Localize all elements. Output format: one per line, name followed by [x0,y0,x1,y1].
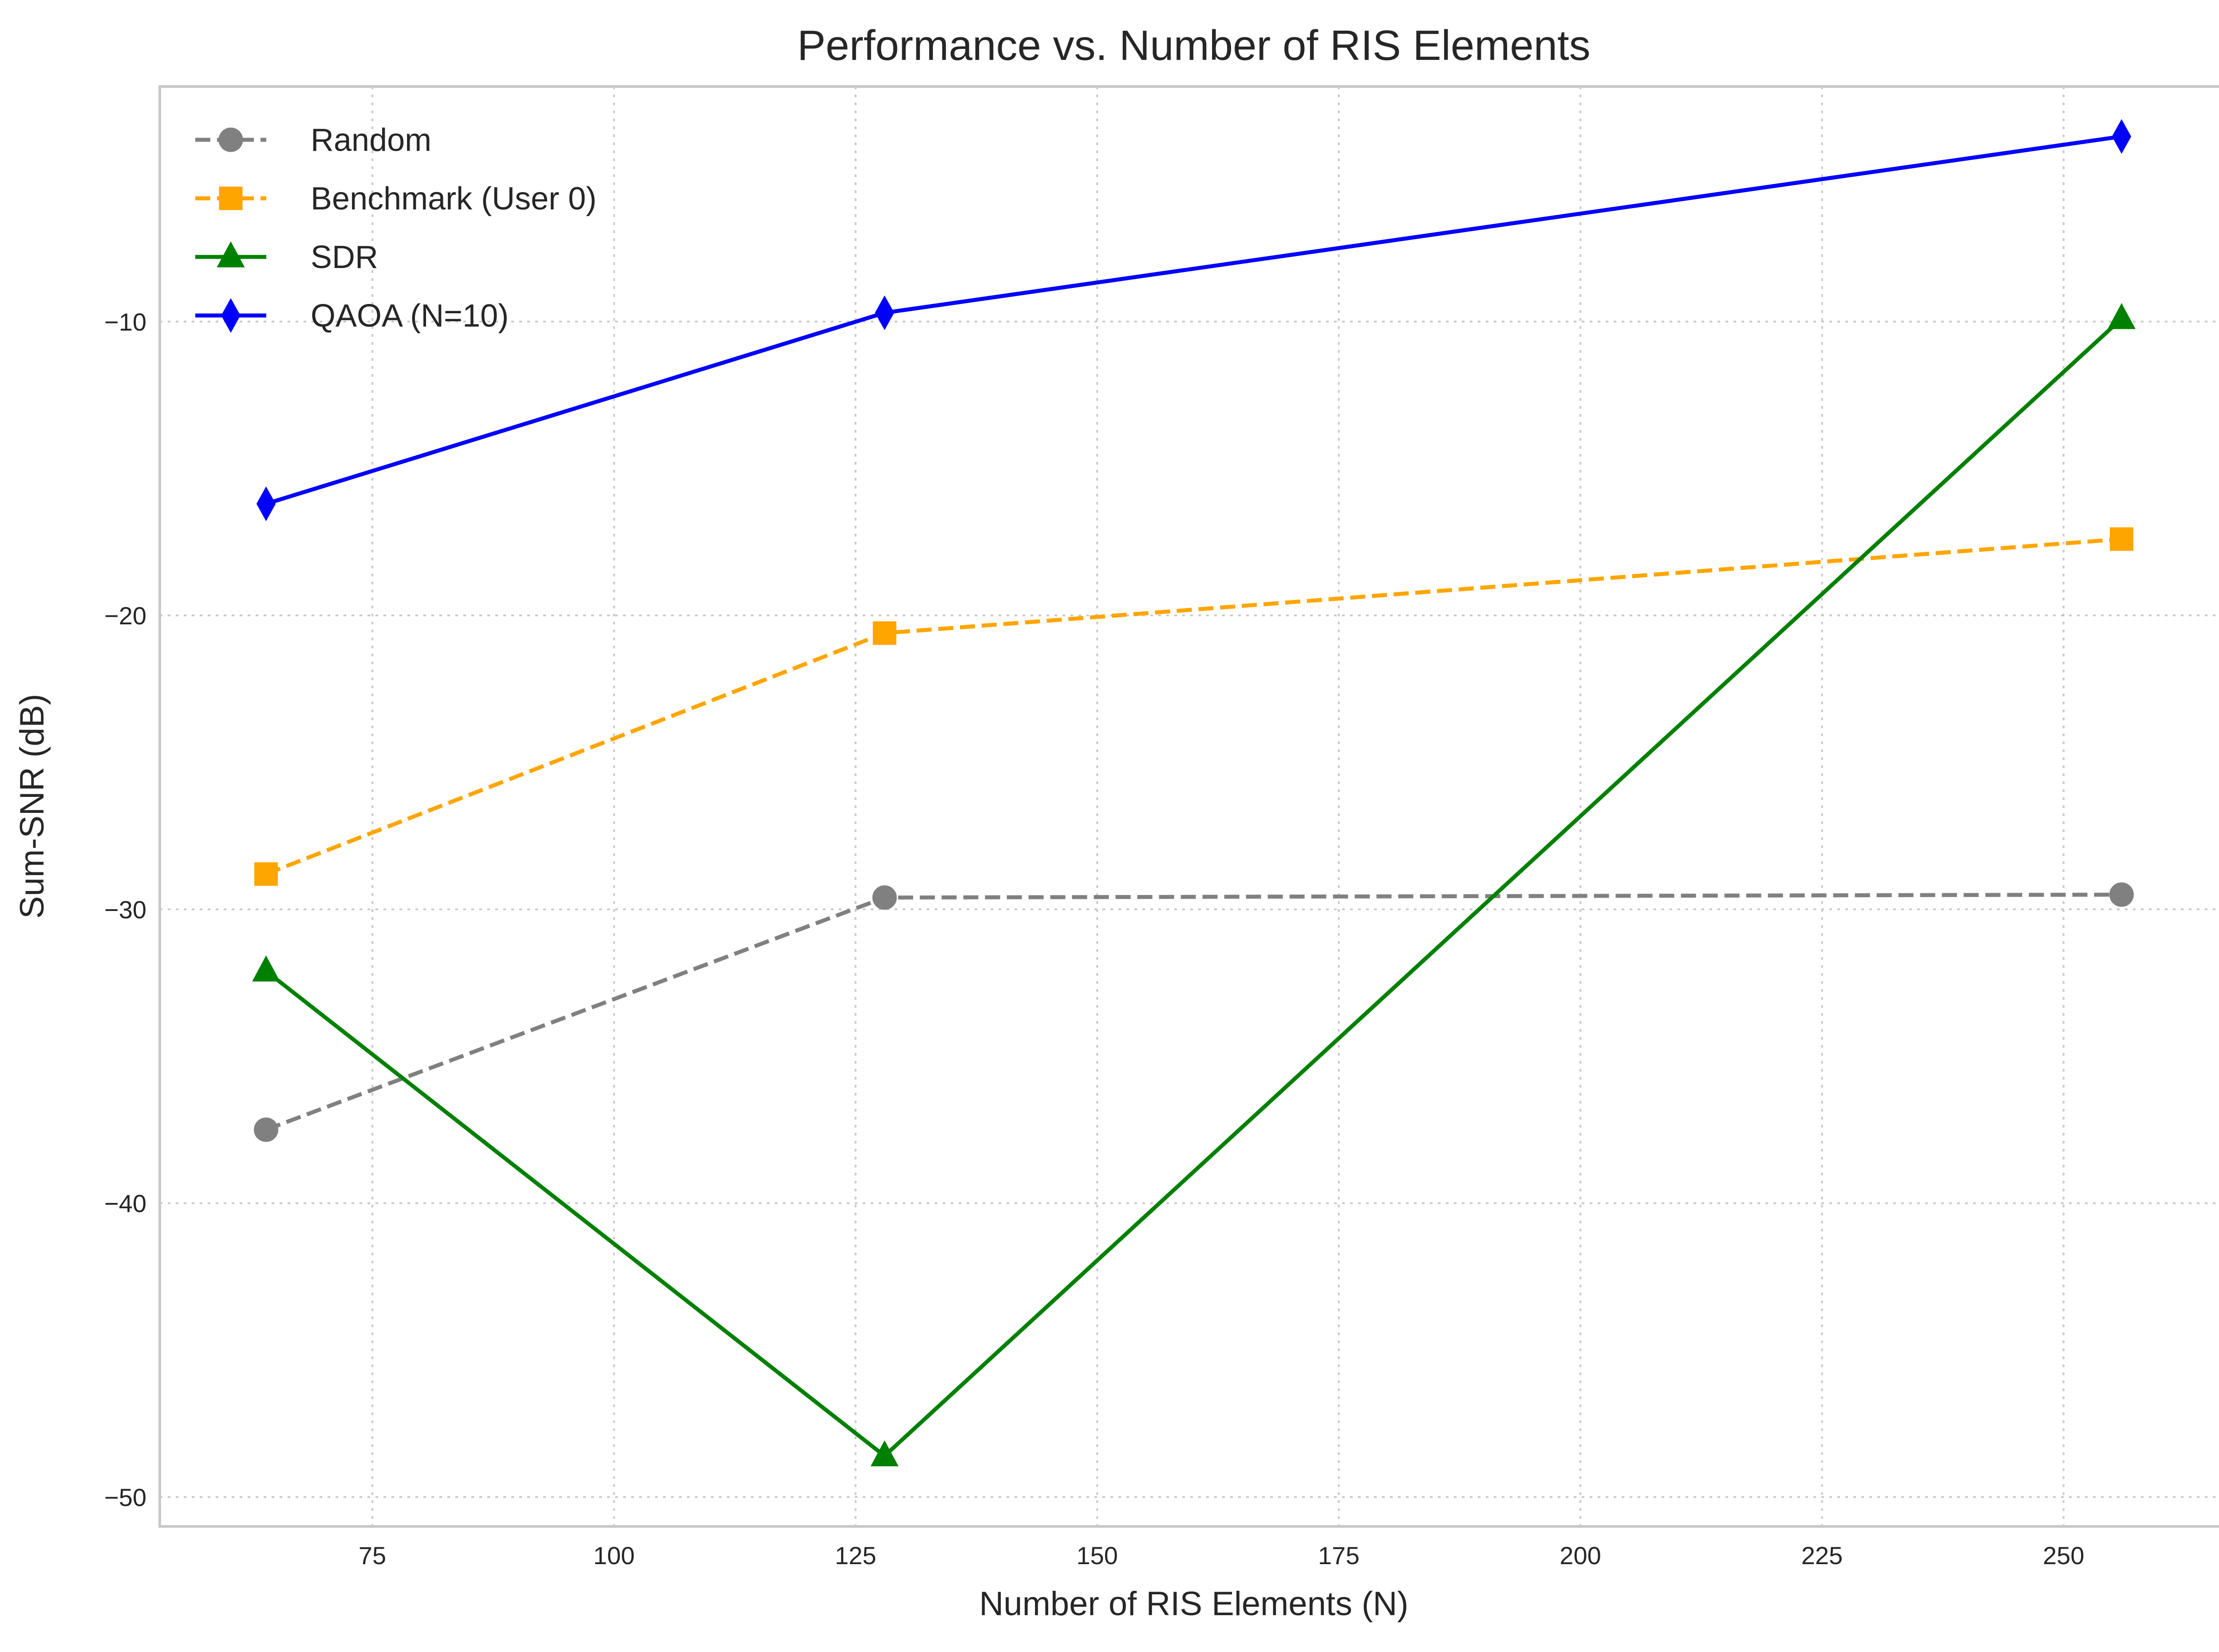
data-point-benchmark-user-0 [2109,527,2133,551]
x-tick-label: 100 [593,1542,635,1569]
x-tick-label: 200 [1560,1542,1601,1569]
legend-entry-benchmark-user-0: Benchmark (User 0) [195,181,596,217]
x-tick-label: 125 [835,1542,876,1569]
x-tick-label: 75 [359,1542,386,1569]
series-random [254,882,2134,1142]
legend-entry-qaoa-n-10: QAOA (N=10) [195,298,509,334]
legend-marker [218,127,243,152]
legend-label: SDR [311,240,378,275]
legend-marker [219,186,243,210]
x-tick-label: 250 [2043,1542,2084,1569]
x-tick-label: 175 [1318,1542,1359,1569]
data-point-sdr [2107,303,2136,329]
tick-labels: 75 100 125 150 175 200 225 250 −10 −20 −30 −40 −50 [104,308,2085,1569]
x-tick-label: 150 [1077,1542,1118,1569]
series-sdr [252,303,2136,1467]
data-point-benchmark-user-0 [254,862,278,886]
data-point-random [872,885,897,910]
x-axis-label: Number of RIS Elements (N) [979,1585,1408,1623]
chart-title: Performance vs. Number of RIS Elements [797,22,1590,69]
y-axis-label: Sum-SNR (dB) [13,694,51,919]
series-benchmark-user-0 [254,527,2133,886]
plot-series [252,119,2136,1467]
data-point-qaoa-n-10 [875,295,894,331]
legend-label: QAOA (N=10) [311,298,509,334]
data-point-random [2109,882,2134,907]
series-qaoa-n-10 [256,119,2132,521]
data-point-qaoa-n-10 [2112,119,2132,154]
data-point-sdr [252,955,280,982]
data-point-random [254,1117,279,1142]
y-tick-label: −40 [104,1190,146,1218]
grid-lines [160,87,2219,1526]
y-tick-label: −50 [104,1483,146,1511]
data-point-sdr [870,1440,899,1467]
data-point-qaoa-n-10 [256,486,276,521]
legend-entry-random: Random [195,122,431,158]
y-tick-label: −30 [104,895,146,923]
plot-frame [158,85,2219,1528]
legend-marker [217,241,245,268]
y-tick-label: −10 [104,308,146,336]
legend-marker [221,298,241,333]
data-point-benchmark-user-0 [873,621,896,645]
x-tick-label: 225 [1801,1542,1843,1569]
legend-label: Random [311,122,431,158]
legend-label: Benchmark (User 0) [311,181,596,217]
legend-entry-sdr: SDR [195,240,378,275]
legend: Random Benchmark (User 0) SDR QAOA (N=10) [195,122,596,334]
y-tick-label: −20 [104,602,146,630]
